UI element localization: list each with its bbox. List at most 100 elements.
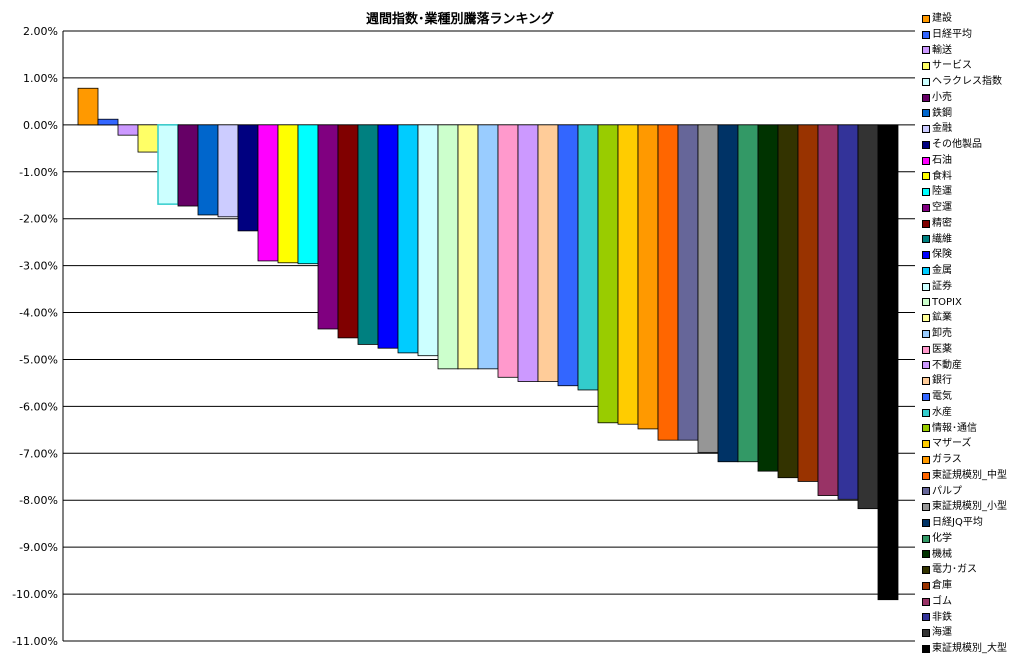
- legend-swatch: [922, 109, 930, 118]
- legend-swatch: [922, 77, 930, 86]
- legend-item: TOPIX: [922, 295, 1007, 311]
- bar: [317, 124, 339, 330]
- legend-swatch: [922, 14, 930, 23]
- legend-item: その他製品: [922, 137, 1007, 153]
- legend-swatch: [922, 282, 930, 291]
- bar: [397, 124, 419, 354]
- legend-label: サービス: [932, 60, 972, 72]
- legend-label: 水産: [932, 406, 952, 418]
- legend-swatch: [922, 581, 930, 590]
- legend-swatch: [922, 503, 930, 512]
- legend-item: パルプ: [922, 484, 1007, 500]
- y-tick-label: -10.00%: [12, 588, 58, 601]
- legend-item: 東証規模別_中型: [922, 468, 1007, 484]
- bar: [737, 124, 759, 463]
- legend-swatch: [922, 566, 930, 575]
- bar: [437, 124, 459, 370]
- legend-swatch: [922, 345, 930, 354]
- bar: [97, 118, 119, 126]
- legend-swatch: [922, 125, 930, 134]
- legend-swatch: [922, 298, 930, 307]
- bar: [617, 124, 639, 425]
- bar: [577, 124, 599, 391]
- bar: [457, 124, 479, 370]
- legend-item: 繊維: [922, 232, 1007, 248]
- legend-label: 建設: [932, 13, 952, 24]
- legend-label: 化学: [932, 532, 952, 544]
- bar: [557, 124, 579, 387]
- legend-label: 金属: [932, 265, 952, 276]
- legend-item: 建設: [922, 11, 1007, 27]
- legend-swatch: [922, 361, 930, 370]
- legend-label: 東証規模別_中型: [932, 469, 1007, 481]
- legend-label: 繊維: [932, 233, 952, 245]
- legend-swatch: [922, 172, 930, 181]
- legend-label: パルプ: [932, 485, 962, 497]
- legend-item: 精密: [922, 216, 1007, 232]
- bar: [117, 124, 139, 136]
- legend-swatch: [922, 266, 930, 275]
- legend-label: その他製品: [932, 139, 982, 150]
- y-tick-label: -6.00%: [19, 400, 58, 413]
- y-tick-label: -3.00%: [19, 260, 58, 273]
- legend-swatch: [922, 487, 930, 496]
- y-tick-label: -1.00%: [19, 166, 58, 179]
- legend-swatch: [922, 471, 930, 480]
- bar: [217, 124, 239, 218]
- y-tick-label: -5.00%: [19, 353, 58, 366]
- legend-swatch: [922, 329, 930, 338]
- y-tick-label: -7.00%: [19, 447, 58, 460]
- legend-item: 小売: [922, 90, 1007, 106]
- legend-item: 情報･通信: [922, 421, 1007, 437]
- legend-label: 電力･ガス: [932, 564, 977, 576]
- legend-item: 東証規模別_小型: [922, 499, 1007, 515]
- bar: [677, 124, 699, 441]
- legend-swatch: [922, 93, 930, 102]
- legend-item: ヘラクレス指数: [922, 74, 1007, 90]
- legend-swatch: [922, 251, 930, 260]
- legend-label: 日経JQ平均: [932, 517, 983, 528]
- bar: [297, 124, 319, 265]
- bar: [817, 124, 839, 496]
- legend-swatch: [922, 613, 930, 622]
- legend-label: 機械: [932, 548, 952, 560]
- legend-label: ガラス: [932, 454, 962, 465]
- legend: 建設 日経平均 輸送 サービス ヘラクレス指数 小売 鉄鋼 金融 その他製品 石油 食料 陸運 空運 精密…: [922, 11, 1007, 657]
- legend-label: 証券: [932, 280, 952, 292]
- legend-label: 日経平均: [932, 28, 972, 40]
- bar: [837, 124, 859, 500]
- legend-swatch: [922, 644, 930, 653]
- bar: [497, 124, 519, 378]
- plot-area: 2.00% 1.00% 0.00% -1.00% -2.00% -3.00% -4.00% -…: [12, 25, 915, 648]
- legend-swatch: [922, 203, 930, 212]
- bar: [797, 124, 819, 482]
- legend-swatch: [922, 455, 930, 464]
- bar: [857, 124, 879, 510]
- legend-item: 日経平均: [922, 27, 1007, 43]
- legend-swatch: [922, 550, 930, 559]
- legend-swatch: [922, 314, 930, 323]
- legend-item: 海運: [922, 625, 1007, 641]
- legend-label: 空運: [932, 202, 952, 213]
- legend-label: 石油: [932, 154, 952, 166]
- legend-item: 医薬: [922, 342, 1007, 358]
- bar: [777, 124, 799, 479]
- legend-item: ゴム: [922, 594, 1007, 610]
- legend-label: 陸運: [932, 186, 952, 198]
- legend-swatch: [922, 408, 930, 417]
- legend-label: マザーズ: [932, 438, 972, 450]
- legend-item: 輸送: [922, 43, 1007, 59]
- legend-item: 日経JQ平均: [922, 515, 1007, 531]
- legend-swatch: [922, 46, 930, 55]
- legend-label: ヘラクレス指数: [932, 76, 1002, 87]
- legend-swatch: [922, 424, 930, 433]
- legend-item: 銀行: [922, 373, 1007, 389]
- bar: [657, 124, 679, 441]
- y-tick-label: -2.00%: [19, 213, 58, 226]
- bar: [377, 124, 399, 349]
- legend-label: 小売: [932, 91, 952, 103]
- bar: [637, 124, 659, 430]
- legend-swatch: [922, 597, 930, 606]
- bar: [197, 124, 219, 216]
